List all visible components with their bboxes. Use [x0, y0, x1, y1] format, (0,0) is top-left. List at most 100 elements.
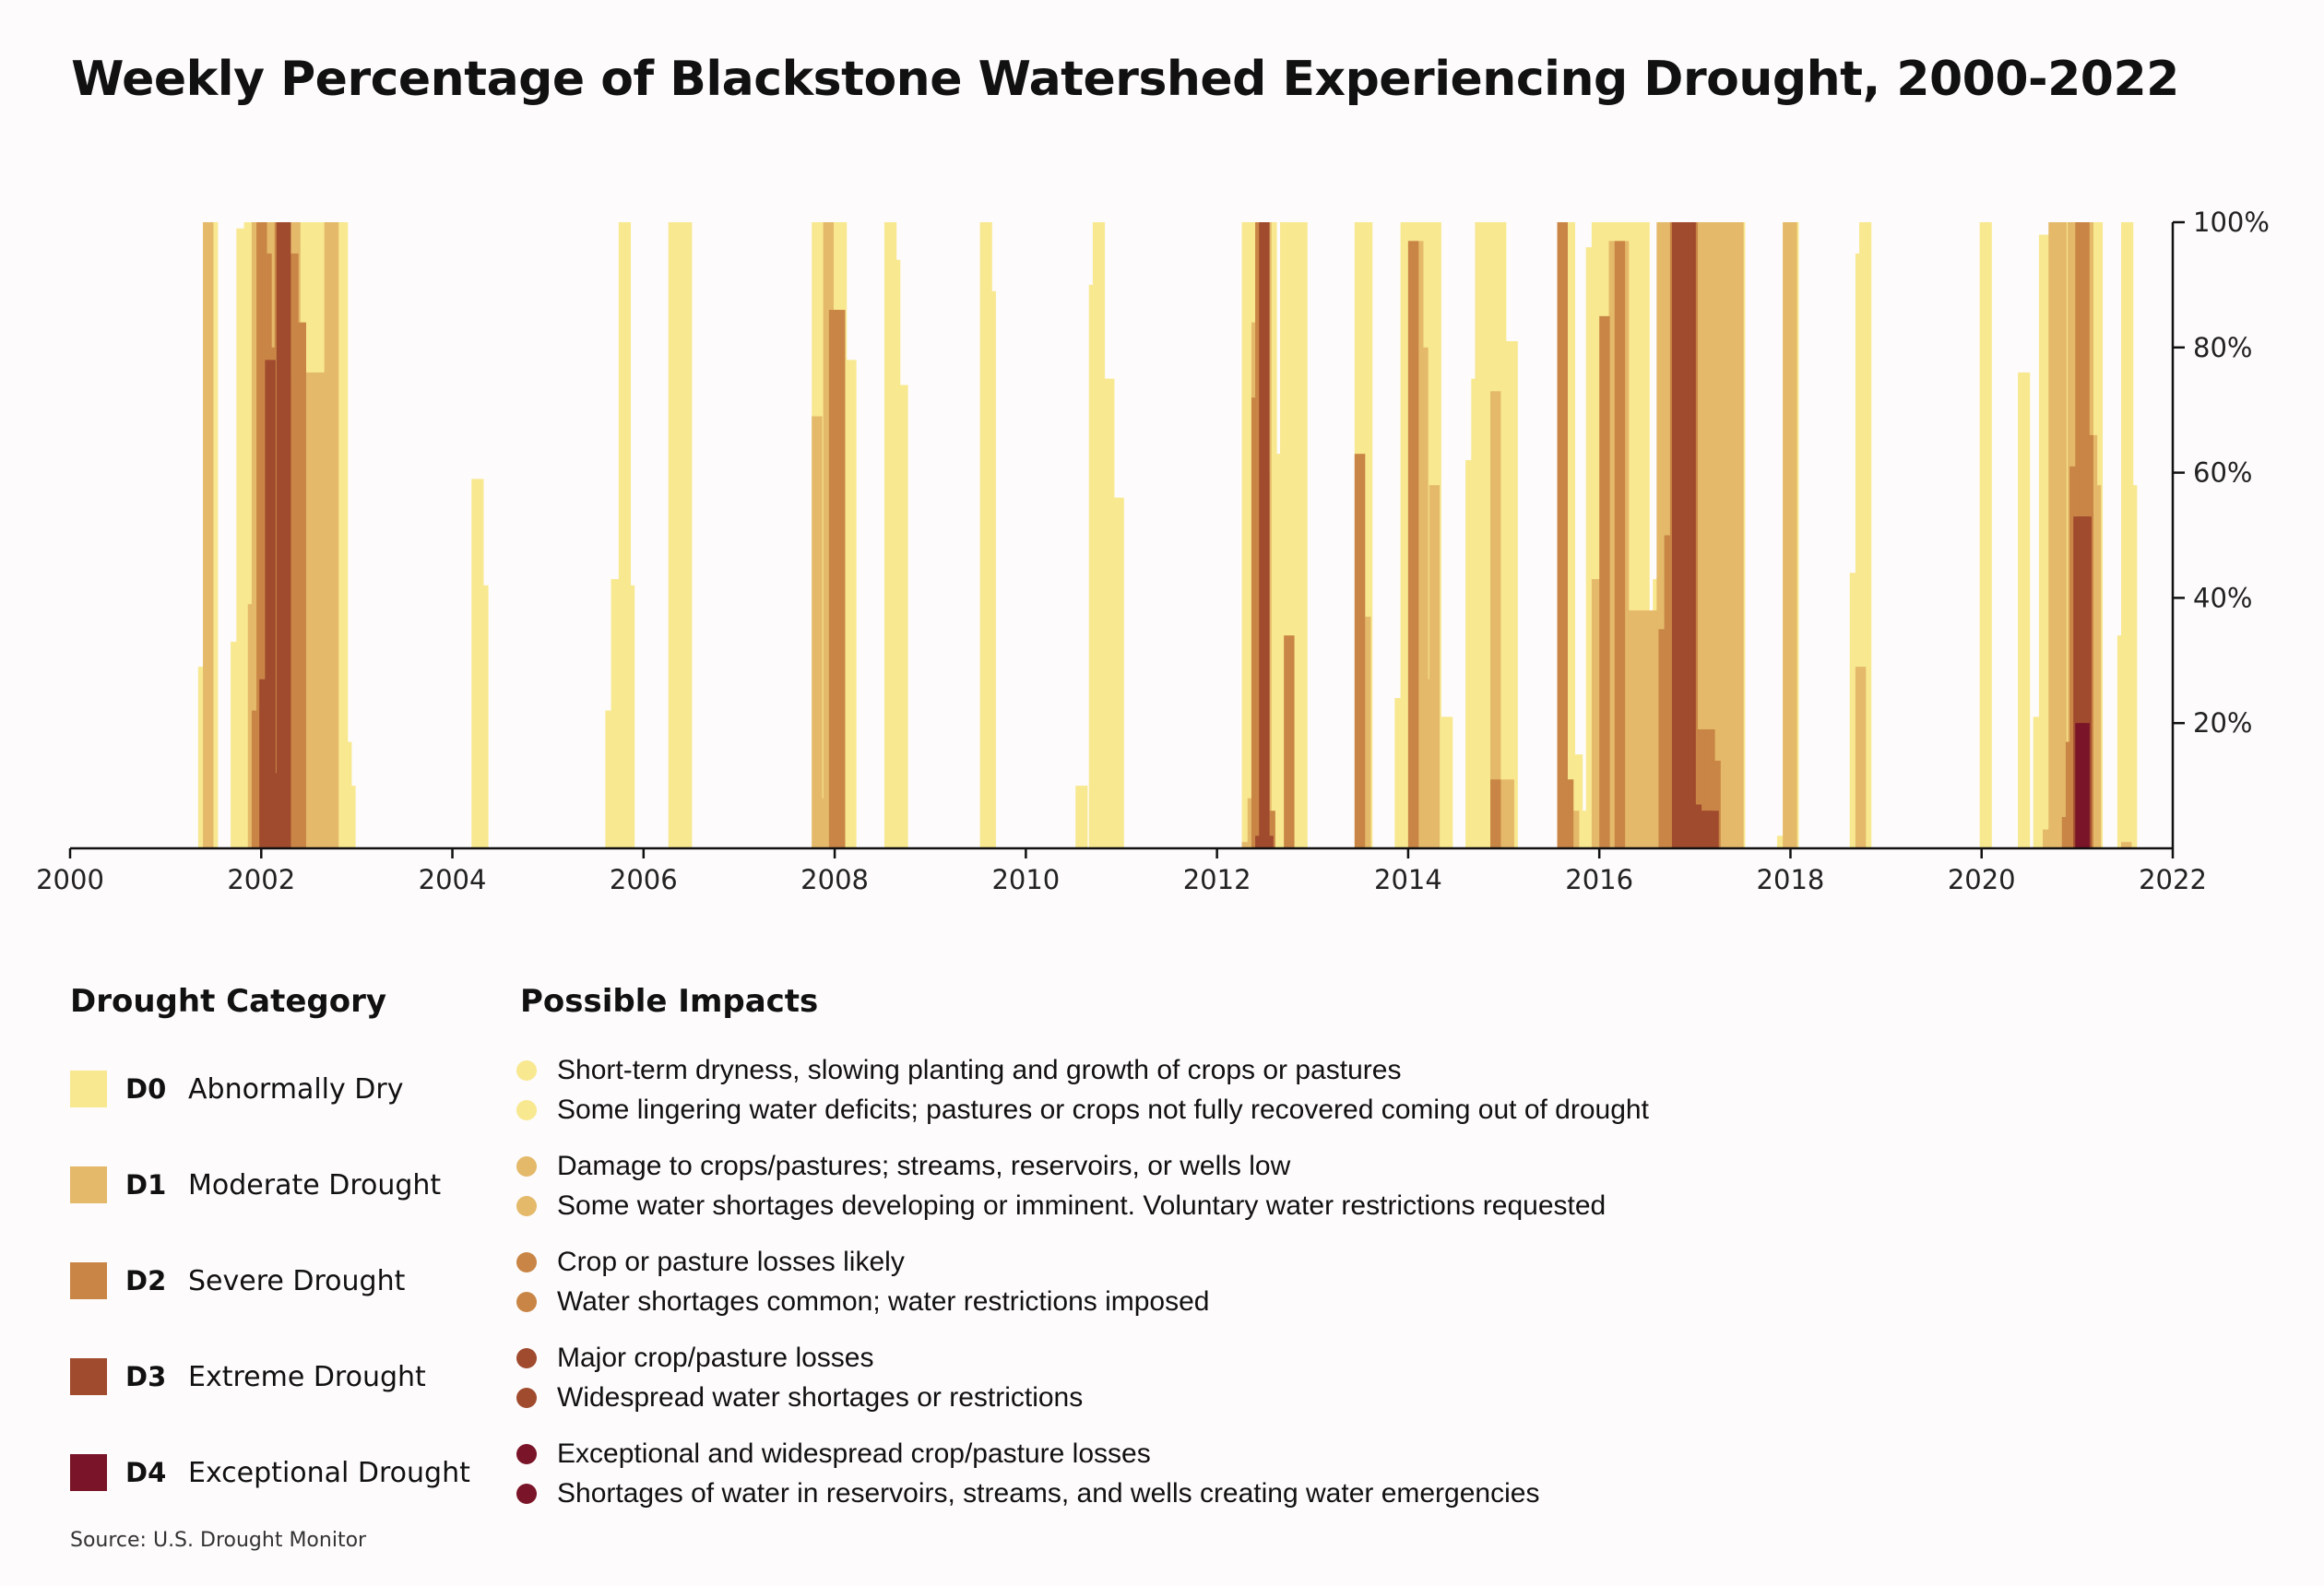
- x-tick-label: 2002: [227, 864, 295, 895]
- bar-d2: [835, 310, 846, 848]
- bar-d2: [1599, 315, 1610, 849]
- impact-dot-icon: [516, 1196, 537, 1216]
- x-tick-label: 2010: [991, 864, 1060, 895]
- bar-d3: [1702, 811, 1713, 848]
- bar-d0: [1505, 341, 1518, 848]
- y-tick-label: 100%: [2193, 207, 2270, 238]
- bar-d1: [2056, 222, 2067, 848]
- impact-dot-icon: [516, 1484, 537, 1504]
- bar-d1: [2090, 485, 2102, 848]
- y-tick-label: 60%: [2193, 457, 2252, 489]
- impact-text: Exceptional and widespread crop/pasture …: [557, 1438, 1151, 1469]
- bar-d2: [1557, 222, 1568, 848]
- bar-d1: [1503, 779, 1514, 848]
- bar-d0: [622, 585, 635, 848]
- bar-d1: [1733, 222, 1744, 848]
- bar-d2: [1264, 811, 1275, 848]
- bar-d1: [1241, 842, 1252, 848]
- impact-text: Some lingering water deficits; pastures …: [557, 1095, 1649, 1125]
- legend-item-d3: D3 Extreme Drought: [70, 1357, 426, 1396]
- impact-dot-icon: [516, 1388, 537, 1408]
- d0-swatch: [70, 1071, 107, 1107]
- drought-bars: [197, 222, 2138, 849]
- bar-d1: [1569, 811, 1580, 848]
- impact-text: Crop or pasture losses likely: [557, 1247, 905, 1277]
- d1-swatch: [70, 1166, 107, 1203]
- d2-swatch: [70, 1262, 107, 1299]
- impact-text: Some water shortages developing or immin…: [557, 1190, 1607, 1221]
- impact-text: Short-term dryness, slowing planting and…: [557, 1055, 1402, 1085]
- bar-d1: [2121, 842, 2132, 848]
- drought-chart: 2000 2002 2004 2006 2008 2010 2012 2014 2016 2018…: [36, 207, 2270, 895]
- bar-d1: [1704, 222, 1715, 848]
- bar-d1: [318, 372, 329, 849]
- bar-d1: [1786, 222, 1797, 848]
- chart-axes: 2000 2002 2004 2006 2008 2010 2012 2014 2016 2018…: [36, 207, 2270, 895]
- bar-d3: [259, 679, 270, 848]
- bar-d0: [1295, 222, 1308, 848]
- legend-item-d1: D1 Moderate Drought: [70, 1166, 441, 1204]
- impact-dot-icon: [516, 1100, 537, 1120]
- bar-d1: [1694, 222, 1706, 848]
- bar-d1: [812, 416, 823, 848]
- bar-d1: [1855, 667, 1867, 848]
- impact-dot-icon: [516, 1156, 537, 1177]
- bar-d2: [1407, 241, 1419, 848]
- y-tick-label: 20%: [2193, 707, 2252, 739]
- bar-d3: [1685, 222, 1696, 848]
- bar-d1: [309, 372, 320, 849]
- x-tick-label: 2012: [1183, 864, 1251, 895]
- bar-d2: [1692, 728, 1704, 848]
- bar-d0: [2018, 372, 2031, 849]
- impact-item: Some lingering water deficits; pastures …: [516, 1092, 1649, 1129]
- bar-d2: [295, 322, 306, 848]
- bar-d0: [1979, 222, 1992, 848]
- impact-text: Damage to crops/pastures; streams, reser…: [557, 1151, 1291, 1181]
- bar-d3: [280, 222, 291, 848]
- bar-d3: [1690, 804, 1702, 848]
- bar-d2: [1704, 728, 1715, 848]
- bar-d1: [1608, 241, 1619, 848]
- impact-text: Major crop/pasture losses: [557, 1343, 874, 1373]
- impact-item: Short-term dryness, slowing planting and…: [516, 1052, 1401, 1089]
- legend-label: Moderate Drought: [188, 1168, 442, 1201]
- possible-impacts-heading: Possible Impacts: [520, 983, 819, 1020]
- x-tick-label: 2020: [1948, 864, 2016, 895]
- bar-d1: [2043, 829, 2054, 848]
- drought-category-heading: Drought Category: [70, 983, 387, 1020]
- impact-dot-icon: [516, 1060, 537, 1081]
- bar-d3: [1263, 835, 1274, 848]
- series-d0: [197, 222, 2138, 849]
- bar-d0: [983, 290, 996, 848]
- bar-d0: [1576, 811, 1589, 848]
- bar-d2: [1698, 728, 1710, 848]
- bar-d0: [1111, 497, 1124, 848]
- bar-d1: [1637, 610, 1649, 848]
- bar-d1: [1628, 610, 1639, 848]
- bar-d0: [476, 585, 489, 848]
- x-tick-label: 2018: [1757, 864, 1825, 895]
- bar-d1: [2048, 222, 2059, 848]
- impact-item: Some water shortages developing or immin…: [516, 1188, 1606, 1225]
- x-tick-label: 2022: [2139, 864, 2207, 895]
- impact-dot-icon: [516, 1252, 537, 1272]
- impact-dot-icon: [516, 1348, 537, 1368]
- bar-d0: [895, 385, 908, 848]
- series-d3: [259, 222, 2092, 848]
- bar-d0: [336, 222, 349, 848]
- bar-d1: [1429, 485, 1441, 848]
- bar-d3: [1259, 222, 1270, 848]
- source-note: Source: U.S. Drought Monitor: [70, 1529, 367, 1552]
- legend-code: D4: [125, 1457, 167, 1488]
- bar-d3: [1679, 222, 1690, 848]
- impact-item: Major crop/pasture losses: [516, 1340, 873, 1377]
- bar-d3: [1671, 222, 1683, 848]
- bar-d1: [1656, 222, 1667, 848]
- x-tick-label: 2006: [610, 864, 678, 895]
- legend-code: D1: [125, 1169, 167, 1201]
- bar-d1: [1713, 222, 1725, 848]
- legend-label: Abnormally Dry: [188, 1072, 404, 1106]
- bar-d1: [1423, 679, 1434, 848]
- legend-code: D2: [125, 1265, 167, 1296]
- impact-item: Widespread water shortages or restrictio…: [516, 1379, 1083, 1416]
